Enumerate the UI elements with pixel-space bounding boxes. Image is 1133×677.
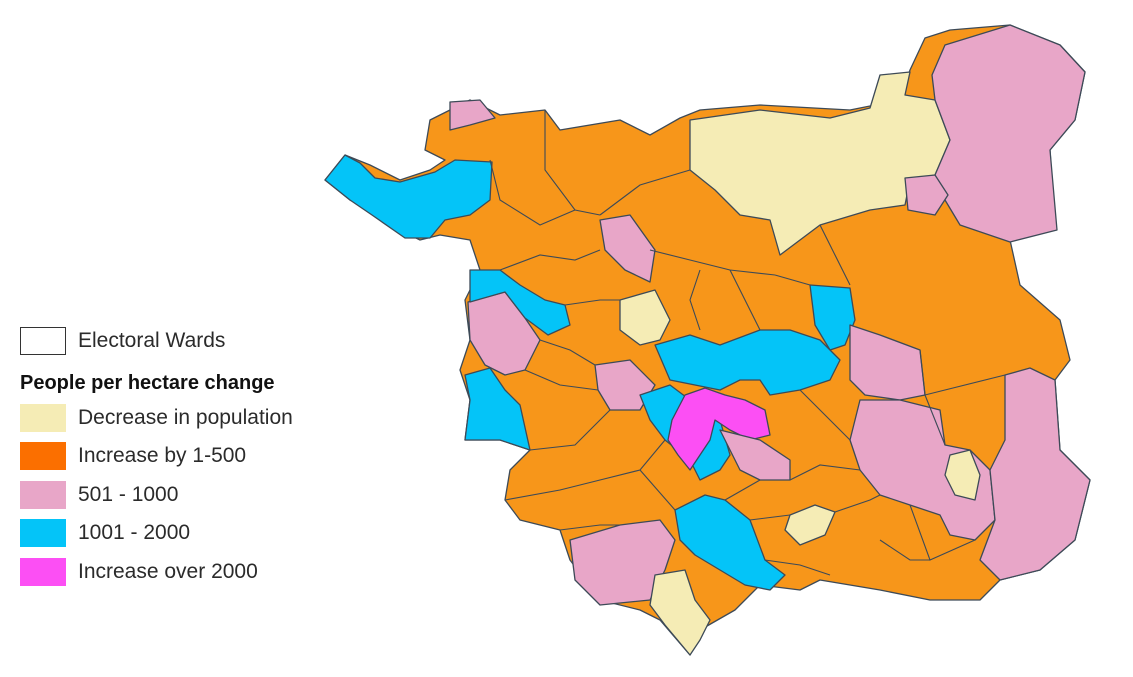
ward-n-pink-small bbox=[449, 99, 496, 131]
legend-item-1001-2000: 1001 - 2000 bbox=[20, 514, 293, 553]
legend-item-decrease: Decrease in population bbox=[20, 399, 293, 438]
legend-item-over-2000: Increase over 2000 bbox=[20, 553, 293, 592]
ward-n-pink-mid bbox=[599, 214, 656, 283]
ward-west-cyan-upper bbox=[469, 269, 571, 336]
map-legend: Electoral Wards People per hectare chang… bbox=[20, 322, 293, 591]
legend-wards-row: Electoral Wards bbox=[20, 322, 293, 361]
legend-wards-swatch bbox=[20, 327, 66, 356]
ward-east-cream-small bbox=[944, 449, 981, 501]
legend-item-1-500: Increase by 1-500 bbox=[20, 437, 293, 476]
legend-swatch-decrease bbox=[20, 403, 66, 432]
ward-boundaries bbox=[489, 110, 1006, 576]
ward-n-cream-mid bbox=[619, 289, 671, 346]
legend-title: People per hectare change bbox=[20, 371, 275, 394]
ward-central-east-pink bbox=[849, 324, 926, 401]
legend-swatch-1-500 bbox=[20, 442, 66, 471]
legend-item-501-1000: 501 - 1000 bbox=[20, 476, 293, 515]
ward-south-cream bbox=[649, 569, 711, 656]
ward-far-east-pink bbox=[979, 367, 1091, 581]
ward-city-centre-magenta bbox=[667, 387, 771, 471]
ward-south-cyan bbox=[674, 494, 786, 591]
legend-label-501-1000: 501 - 1000 bbox=[78, 482, 179, 506]
legend-swatch-over-2000 bbox=[20, 557, 66, 586]
ward-se-cream-spot bbox=[784, 504, 836, 546]
ward-sw-pink bbox=[569, 519, 676, 606]
ward-nw-cyan bbox=[324, 154, 493, 239]
legend-label-decrease: Decrease in population bbox=[78, 405, 293, 429]
legend-swatch-501-1000 bbox=[20, 480, 66, 509]
ward-central-cyan bbox=[654, 329, 841, 396]
legend-swatch-1001-2000 bbox=[20, 519, 66, 548]
legend-label-over-2000: Increase over 2000 bbox=[78, 559, 258, 583]
ward-ne-pink bbox=[931, 24, 1086, 243]
legend-wards-label: Electoral Wards bbox=[78, 329, 226, 353]
ward-ne-pink-small bbox=[904, 174, 949, 216]
ward-ne-cyan-strip bbox=[809, 284, 856, 351]
legend-label-1001-2000: 1001 - 2000 bbox=[78, 521, 191, 545]
legend-label-1-500: Increase by 1-500 bbox=[78, 444, 247, 468]
